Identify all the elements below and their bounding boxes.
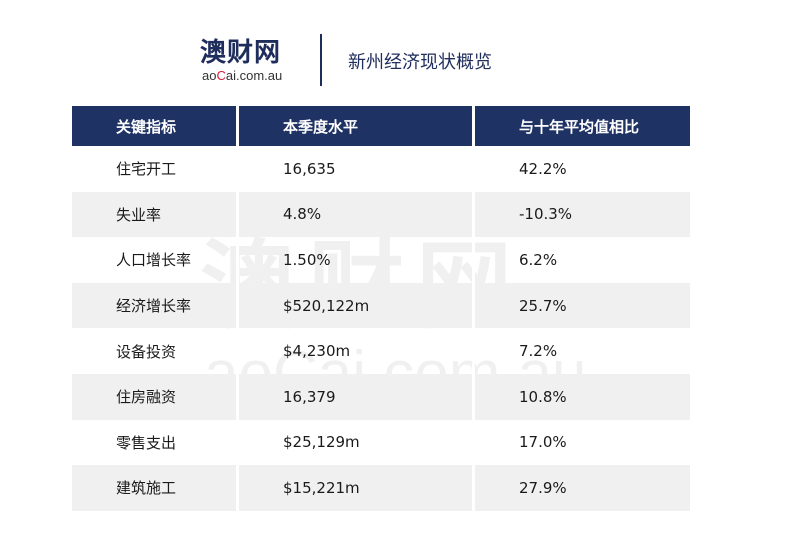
table-row: 人口增长率 1.50% 6.2% bbox=[72, 237, 690, 283]
indicator-cell: 建筑施工 bbox=[116, 479, 177, 498]
indicator-cell: 经济增长率 bbox=[116, 297, 192, 316]
economy-table: 关键指标 本季度水平 与十年平均值相比 住宅开工 16,635 42.2% 失业… bbox=[72, 106, 690, 511]
comparison-cell: 42.2% bbox=[472, 146, 690, 192]
indicator-cell: 住宅开工 bbox=[116, 160, 177, 179]
table-row: 住房融资 16,379 10.8% bbox=[72, 373, 690, 420]
level-cell: 4.8% bbox=[236, 191, 472, 238]
table-row: 经济增长率 $520,122m 25.7% bbox=[72, 282, 690, 329]
level-cell: $520,122m bbox=[236, 282, 472, 329]
level-cell: 16,379 bbox=[236, 373, 472, 420]
table-row: 住宅开工 16,635 42.2% bbox=[72, 146, 690, 192]
level-cell: $15,221m bbox=[236, 465, 472, 511]
table-row: 设备投资 $4,230m 7.2% bbox=[72, 328, 690, 374]
comparison-cell: 6.2% bbox=[472, 237, 690, 283]
level-cell: $4,230m bbox=[236, 328, 472, 374]
header-divider bbox=[320, 34, 322, 86]
table-row: 失业率 4.8% -10.3% bbox=[72, 191, 690, 238]
column-header-vs-ten-year-average: 与十年平均值相比 bbox=[472, 106, 690, 146]
comparison-cell: 7.2% bbox=[472, 328, 690, 374]
comparison-cell: 27.9% bbox=[472, 465, 690, 511]
comparison-cell: 17.0% bbox=[472, 419, 690, 466]
table-header: 关键指标 本季度水平 与十年平均值相比 bbox=[72, 106, 690, 146]
logo-domain-part: ao bbox=[202, 68, 217, 83]
table-row: 零售支出 $25,129m 17.0% bbox=[72, 419, 690, 466]
level-cell: $25,129m bbox=[236, 419, 472, 466]
page-title: 新州经济现状概览 bbox=[348, 52, 492, 73]
comparison-cell: 10.8% bbox=[472, 373, 690, 420]
table-row: 建筑施工 $15,221m 27.9% bbox=[72, 465, 690, 511]
indicator-cell: 住房融资 bbox=[116, 388, 177, 407]
column-header-current-level: 本季度水平 bbox=[236, 106, 472, 146]
indicator-cell: 人口增长率 bbox=[116, 251, 192, 270]
logo-domain-accent: C bbox=[216, 68, 226, 83]
page-header: 澳财网 aoCai.com.au 新州经济现状概览 bbox=[200, 30, 600, 90]
level-cell: 1.50% bbox=[236, 237, 472, 283]
level-cell: 16,635 bbox=[236, 146, 472, 192]
indicator-cell: 失业率 bbox=[116, 205, 162, 224]
indicator-cell: 零售支出 bbox=[116, 433, 177, 452]
logo-domain: aoCai.com.au bbox=[202, 68, 282, 83]
logo-domain-part: ai.com.au bbox=[225, 68, 283, 83]
column-header-indicator: 关键指标 bbox=[72, 106, 236, 146]
logo: 澳财网 bbox=[200, 38, 282, 68]
comparison-cell: -10.3% bbox=[472, 191, 690, 238]
comparison-cell: 25.7% bbox=[472, 282, 690, 329]
indicator-cell: 设备投资 bbox=[116, 342, 177, 361]
